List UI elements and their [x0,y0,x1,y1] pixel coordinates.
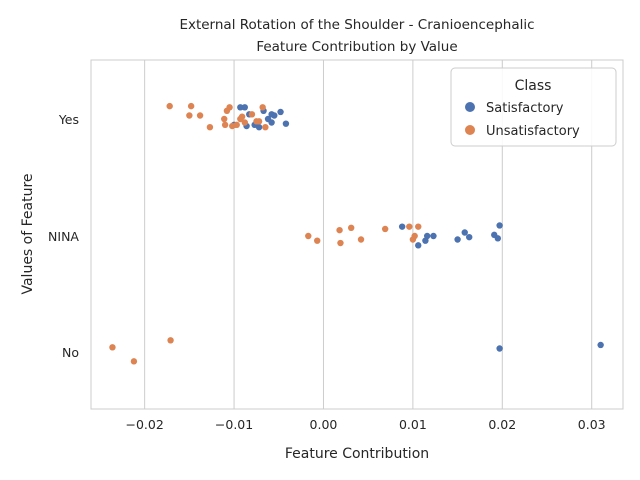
data-point [398,223,406,230]
data-point [347,224,355,232]
data-point [186,112,193,119]
data-point [226,104,233,111]
data-point [238,113,246,120]
data-point [196,112,204,119]
data-point [255,118,263,125]
legend-title: Class [515,78,552,94]
x-tick-label: 0.02 [488,417,516,432]
x-tick-label: 0.00 [310,417,338,432]
data-point [496,222,503,229]
data-points [109,102,604,365]
data-point [461,229,468,236]
data-point [248,111,256,118]
series-unsatisfactory [109,102,422,365]
data-point [336,226,343,234]
data-point [305,232,312,240]
y-tick-label: Yes [58,112,79,127]
data-point [597,341,604,349]
data-point [277,108,284,116]
x-tick-label: 0.03 [578,417,606,432]
data-point [423,232,431,240]
x-tick-label: 0.01 [399,417,427,432]
y-tick-label: NINA [48,229,79,244]
data-point [221,115,228,123]
data-point [130,358,138,365]
x-axis-label: Feature Contribution [285,446,429,462]
data-point [233,121,240,129]
data-point [271,112,278,119]
chart-title-line-1: External Rotation of the Shoulder - Cran… [179,17,534,33]
data-point [259,104,266,111]
data-point [241,119,248,126]
data-point [430,232,437,240]
data-point [282,120,290,127]
legend-box [450,67,617,147]
data-point [167,337,174,344]
data-point [206,123,214,131]
data-point [268,119,275,126]
data-point [237,104,244,111]
data-point [415,223,422,230]
legend-marker-satisfactory [465,102,475,112]
data-point [357,236,365,243]
data-point [187,102,195,110]
data-point [241,104,248,111]
data-point [109,344,116,351]
y-tick-labels: Yes NINA No [48,112,79,360]
legend-label-unsatisfactory: Unsatisfactory [486,124,580,139]
y-tick-label: No [62,345,79,360]
data-point [337,239,344,247]
data-point [314,237,321,244]
x-tick-label: −0.01 [215,417,253,432]
y-axis-label: Values of Feature [20,173,36,294]
data-point [221,121,229,129]
legend-marker-unsatisfactory [465,125,475,135]
data-point [255,123,263,131]
x-tick-label: −0.02 [125,417,163,432]
data-point [381,225,389,233]
data-point [494,235,502,242]
legend: Class Satisfactory Unsatisfactory [450,67,617,147]
data-point [262,123,269,131]
data-point [496,345,503,352]
legend-label-satisfactory: Satisfactory [486,101,564,116]
data-point [166,102,173,110]
data-point [415,242,422,249]
data-point [411,232,418,240]
data-point [454,236,461,243]
chart-title-line-2: Feature Contribution by Value [256,39,457,55]
data-point [466,233,473,241]
x-tick-labels: −0.02 −0.01 0.00 0.01 0.02 0.03 [125,417,605,432]
data-point [406,223,413,230]
